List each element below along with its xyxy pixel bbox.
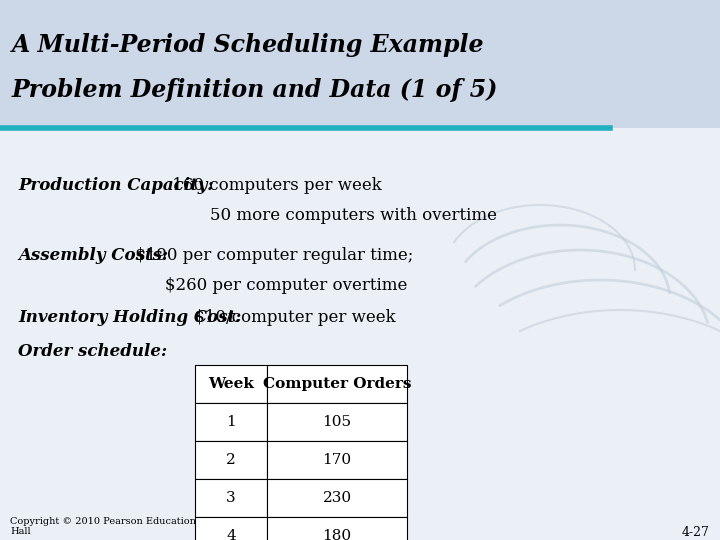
Text: Problem Definition and Data (1 of 5): Problem Definition and Data (1 of 5) <box>12 78 498 102</box>
Text: Week: Week <box>208 377 254 391</box>
Bar <box>267 517 407 540</box>
Text: Order schedule:: Order schedule: <box>18 343 167 361</box>
Text: 1: 1 <box>226 415 236 429</box>
Text: $10/computer per week: $10/computer per week <box>189 309 396 327</box>
Bar <box>195 365 267 403</box>
Text: Inventory Holding Cost:: Inventory Holding Cost: <box>18 309 241 327</box>
Text: Copyright © 2010 Pearson Education, Inc.  Publishing as Prentice: Copyright © 2010 Pearson Education, Inc.… <box>10 517 338 526</box>
Text: $260 per computer overtime: $260 per computer overtime <box>165 276 408 294</box>
Bar <box>195 479 267 517</box>
Text: 180: 180 <box>323 529 351 540</box>
Bar <box>0 128 720 540</box>
Text: 160 computers per week: 160 computers per week <box>167 177 382 193</box>
Bar <box>267 403 407 441</box>
Text: 50 more computers with overtime: 50 more computers with overtime <box>210 206 497 224</box>
Text: Production Capacity:: Production Capacity: <box>18 177 214 193</box>
Bar <box>267 365 407 403</box>
Text: 3: 3 <box>226 491 236 505</box>
Text: $190 per computer regular time;: $190 per computer regular time; <box>130 246 413 264</box>
Text: 170: 170 <box>323 453 351 467</box>
Text: 2: 2 <box>226 453 236 467</box>
Text: 230: 230 <box>323 491 351 505</box>
Bar <box>267 479 407 517</box>
Bar <box>195 403 267 441</box>
Text: 4: 4 <box>226 529 236 540</box>
Bar <box>195 517 267 540</box>
Text: Hall: Hall <box>10 528 31 537</box>
Text: Computer Orders: Computer Orders <box>263 377 411 391</box>
Bar <box>195 441 267 479</box>
Text: A Multi-Period Scheduling Example: A Multi-Period Scheduling Example <box>12 33 485 57</box>
Text: Assembly Costs:: Assembly Costs: <box>18 246 168 264</box>
Bar <box>0 0 720 128</box>
Text: 105: 105 <box>323 415 351 429</box>
Text: 4-27: 4-27 <box>682 525 710 538</box>
Bar <box>267 441 407 479</box>
